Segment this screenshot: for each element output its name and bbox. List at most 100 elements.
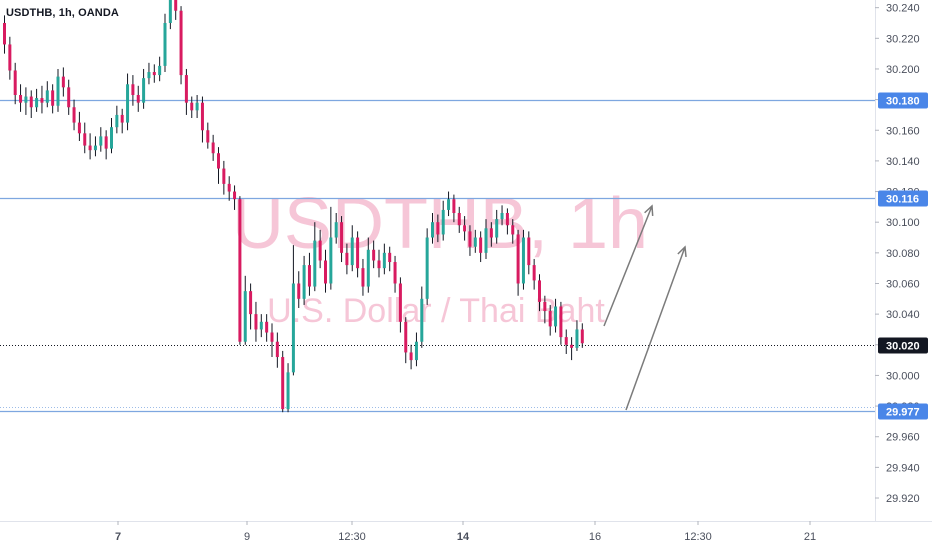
price-axis-labels: 30.180 30.116 29.977 30.020 xyxy=(878,92,928,420)
arrow-shaft xyxy=(603,205,653,327)
candle xyxy=(318,229,322,269)
candle-body xyxy=(580,329,584,344)
candle xyxy=(580,323,584,348)
candle-body xyxy=(340,222,344,253)
projection-arrow[interactable] xyxy=(603,204,654,327)
candle-body xyxy=(3,22,6,45)
candle xyxy=(104,130,108,160)
candle-body xyxy=(404,321,408,353)
candle xyxy=(511,219,515,244)
candle-body xyxy=(318,240,322,261)
candle-body xyxy=(24,96,28,103)
candle-body xyxy=(554,306,558,327)
candle-body xyxy=(61,76,65,88)
candle-body xyxy=(324,260,327,284)
candle-body xyxy=(147,72,151,79)
candle-body xyxy=(93,145,97,151)
candle-body xyxy=(19,95,23,103)
candle-body xyxy=(126,84,130,123)
candle xyxy=(382,243,386,275)
candle-body xyxy=(88,145,92,151)
time-axis[interactable]: 7 9 12:30 14 16 12:30 21 xyxy=(115,521,816,543)
candle-body xyxy=(136,95,140,103)
candle xyxy=(404,317,408,364)
candle xyxy=(516,229,520,296)
candle xyxy=(110,117,113,154)
candle-body xyxy=(200,102,204,131)
candle-body xyxy=(195,102,199,111)
candle-body xyxy=(13,70,17,96)
candle xyxy=(93,136,97,157)
y-tick-label: 30.000 xyxy=(886,370,920,382)
candle-body xyxy=(575,329,579,348)
watermark: USDTHB, 1h U.S. Dollar / Thai Baht xyxy=(232,184,648,330)
candle-body xyxy=(334,222,338,238)
candle xyxy=(543,295,547,324)
candle-body xyxy=(538,280,541,302)
y-tick-label: 30.040 xyxy=(886,309,920,321)
candle-body xyxy=(447,199,451,210)
candle xyxy=(297,271,301,309)
candle-body xyxy=(479,237,483,253)
candle xyxy=(441,200,445,241)
candle-body xyxy=(77,122,81,134)
current-price-badge xyxy=(878,337,928,354)
candle-body xyxy=(511,225,515,235)
candle xyxy=(115,105,119,134)
candle-body xyxy=(67,87,71,108)
candle xyxy=(554,298,558,333)
candle-body xyxy=(291,283,295,373)
candle-body xyxy=(313,240,317,287)
candle xyxy=(398,277,402,333)
candle xyxy=(238,196,242,345)
price-axis[interactable]: 29.92029.94029.96029.98030.00030.02030.0… xyxy=(875,3,920,505)
candle-body xyxy=(527,237,531,266)
candle-body xyxy=(110,127,113,149)
candle-body xyxy=(409,352,413,361)
projection-arrow[interactable] xyxy=(625,245,687,411)
candle xyxy=(126,73,130,131)
candle-body xyxy=(281,357,285,410)
candle xyxy=(56,68,60,112)
candle xyxy=(505,208,509,235)
y-tick-label: 30.100 xyxy=(886,217,920,229)
candle-body xyxy=(99,136,103,146)
candle-body xyxy=(265,321,269,333)
y-tick-label: 30.080 xyxy=(886,248,920,260)
candle xyxy=(40,85,44,114)
candle xyxy=(575,320,579,351)
candle-body xyxy=(211,142,215,154)
candle xyxy=(206,122,210,149)
candle-body xyxy=(350,237,354,266)
candle xyxy=(334,212,338,244)
candle xyxy=(184,68,188,115)
candle-body xyxy=(329,237,333,284)
candle-body xyxy=(29,96,33,108)
candle-body xyxy=(361,268,365,287)
candle xyxy=(72,99,76,131)
candle-body xyxy=(297,283,301,299)
candle-body xyxy=(473,237,477,247)
candle xyxy=(45,81,49,108)
candle xyxy=(559,301,563,345)
y-tick-label: 29.940 xyxy=(886,462,920,474)
candle xyxy=(19,84,23,112)
candle-body xyxy=(414,341,418,361)
x-tick-label: 12:30 xyxy=(338,531,366,543)
candle-body xyxy=(104,136,108,149)
candle xyxy=(350,225,354,272)
candle xyxy=(83,122,87,154)
candle xyxy=(366,237,370,293)
candle-body xyxy=(441,209,445,235)
candle xyxy=(259,314,263,338)
candle-body xyxy=(489,228,493,238)
candle xyxy=(35,88,39,112)
candle-body xyxy=(179,10,183,76)
level-price-badge xyxy=(878,403,928,420)
candle xyxy=(489,222,493,247)
candle-body xyxy=(345,252,349,266)
candle-body xyxy=(484,228,488,253)
candle-body xyxy=(158,65,162,76)
